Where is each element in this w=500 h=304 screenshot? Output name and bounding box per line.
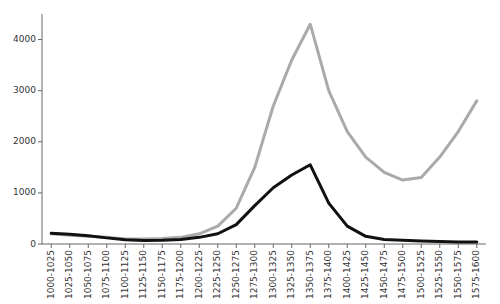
x-tick — [310, 244, 311, 248]
y-tick — [38, 39, 42, 40]
x-tick-label: 1400-1425 — [342, 250, 352, 299]
x-tick-label: 1075-1100 — [101, 250, 111, 299]
x-tick — [217, 244, 218, 248]
x-tick — [236, 244, 237, 248]
x-tick — [458, 244, 459, 248]
x-tick — [273, 244, 274, 248]
x-tick — [384, 244, 385, 248]
x-tick — [291, 244, 292, 248]
y-tick — [38, 192, 42, 193]
x-tick-label: 1575-1600 — [471, 250, 481, 299]
x-tick — [199, 244, 200, 248]
x-tick-label: 1025-1050 — [64, 250, 74, 299]
x-tick-label: 1050-1075 — [83, 250, 93, 299]
x-tick — [180, 244, 181, 248]
x-tick — [365, 244, 366, 248]
x-tick — [254, 244, 255, 248]
x-tick-label: 1250-1275 — [231, 250, 241, 299]
x-tick — [51, 244, 52, 248]
x-tick — [162, 244, 163, 248]
y-axis-line — [42, 14, 43, 244]
x-tick-label: 1225-1250 — [212, 250, 222, 299]
y-tick-label: 4000 — [13, 34, 36, 44]
y-tick-label: 1000 — [13, 187, 36, 197]
x-tick — [402, 244, 403, 248]
y-tick-label: 2000 — [13, 136, 36, 146]
x-tick-label: 1350-1375 — [305, 250, 315, 299]
x-axis-line — [42, 244, 486, 245]
x-tick-label: 1150-1175 — [157, 250, 167, 299]
chart: 0 1000 2000 3000 4000 1000-1025 1025-1050 1050-… — [0, 0, 500, 304]
x-tick-label: 1525-1550 — [434, 250, 444, 299]
x-tick-label: 1325-1350 — [286, 250, 296, 299]
x-tick — [69, 244, 70, 248]
series-line — [51, 165, 477, 242]
x-tick-label: 1125-1150 — [138, 250, 148, 299]
x-tick-label: 1550-1575 — [453, 250, 463, 299]
x-tick — [88, 244, 89, 248]
y-tick — [38, 90, 42, 91]
series-line — [51, 24, 477, 239]
x-tick — [143, 244, 144, 248]
x-tick-label: 1475-1500 — [397, 250, 407, 299]
x-tick-label: 1500-1525 — [416, 250, 426, 299]
chart-container: 0 1000 2000 3000 4000 1000-1025 1025-1050 1050-… — [0, 0, 500, 304]
x-tick-label: 1425-1450 — [360, 250, 370, 299]
x-tick-label: 1275-1300 — [249, 250, 259, 299]
x-tick-label: 1300-1325 — [268, 250, 278, 299]
x-tick-label: 1450-1475 — [379, 250, 389, 299]
x-tick — [439, 244, 440, 248]
x-tick-label: 1175-1200 — [175, 250, 185, 299]
x-tick — [125, 244, 126, 248]
x-tick — [421, 244, 422, 248]
plot-area — [51, 24, 477, 242]
x-tick-label: 1200-1225 — [194, 250, 204, 299]
x-tick-label: 1375-1400 — [323, 250, 333, 299]
x-tick-label: 1100-1125 — [120, 250, 130, 299]
y-tick-label: 3000 — [13, 85, 36, 95]
x-tick — [476, 244, 477, 248]
x-tick — [347, 244, 348, 248]
y-tick — [38, 141, 42, 142]
x-tick — [106, 244, 107, 248]
x-tick — [328, 244, 329, 248]
x-tick-label: 1000-1025 — [46, 250, 56, 299]
y-tick-label: 0 — [30, 239, 36, 249]
y-tick — [38, 244, 42, 245]
